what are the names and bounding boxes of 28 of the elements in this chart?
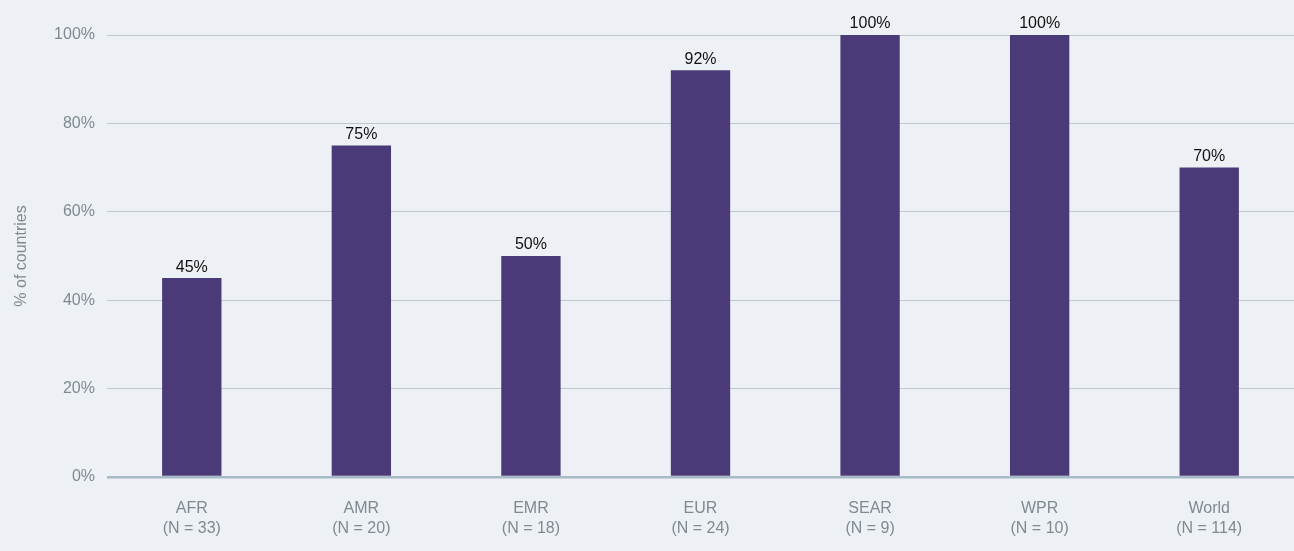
bar [501, 256, 561, 476]
data-label: 50% [514, 235, 547, 253]
bar [1009, 35, 1070, 476]
data-label: 75% [345, 124, 378, 142]
x-tick-label: AMR (N = 20) [332, 499, 391, 537]
x-tick-label: EMR (N = 18) [501, 499, 561, 537]
y-tick-label: 40% [62, 290, 95, 308]
y-tick-label: 80% [62, 113, 95, 131]
y-tick-label: 60% [62, 202, 95, 220]
data-label: 70% [1193, 147, 1226, 165]
x-tick-label: SEAR (N = 9) [845, 499, 895, 537]
data-label: 45% [175, 257, 208, 275]
x-tick-label: World (N = 114) [1176, 499, 1243, 537]
data-label: 100% [1019, 14, 1061, 32]
x-tick-label: EUR (N = 24) [671, 499, 730, 537]
y-tick-label: 20% [62, 379, 95, 397]
bar [162, 278, 222, 476]
y-axis-title: % of countries [12, 205, 30, 307]
data-label: 100% [849, 14, 891, 32]
bar [840, 35, 900, 476]
bar [670, 70, 731, 476]
bar [1179, 167, 1239, 476]
x-tick-label: AFR (N = 33) [162, 499, 221, 537]
y-tick-label: 0% [71, 467, 95, 485]
x-tick-label: WPR (N = 10) [1010, 499, 1069, 537]
y-tick-label: 100% [54, 25, 95, 43]
bar [331, 145, 392, 476]
data-label: 92% [684, 49, 717, 67]
